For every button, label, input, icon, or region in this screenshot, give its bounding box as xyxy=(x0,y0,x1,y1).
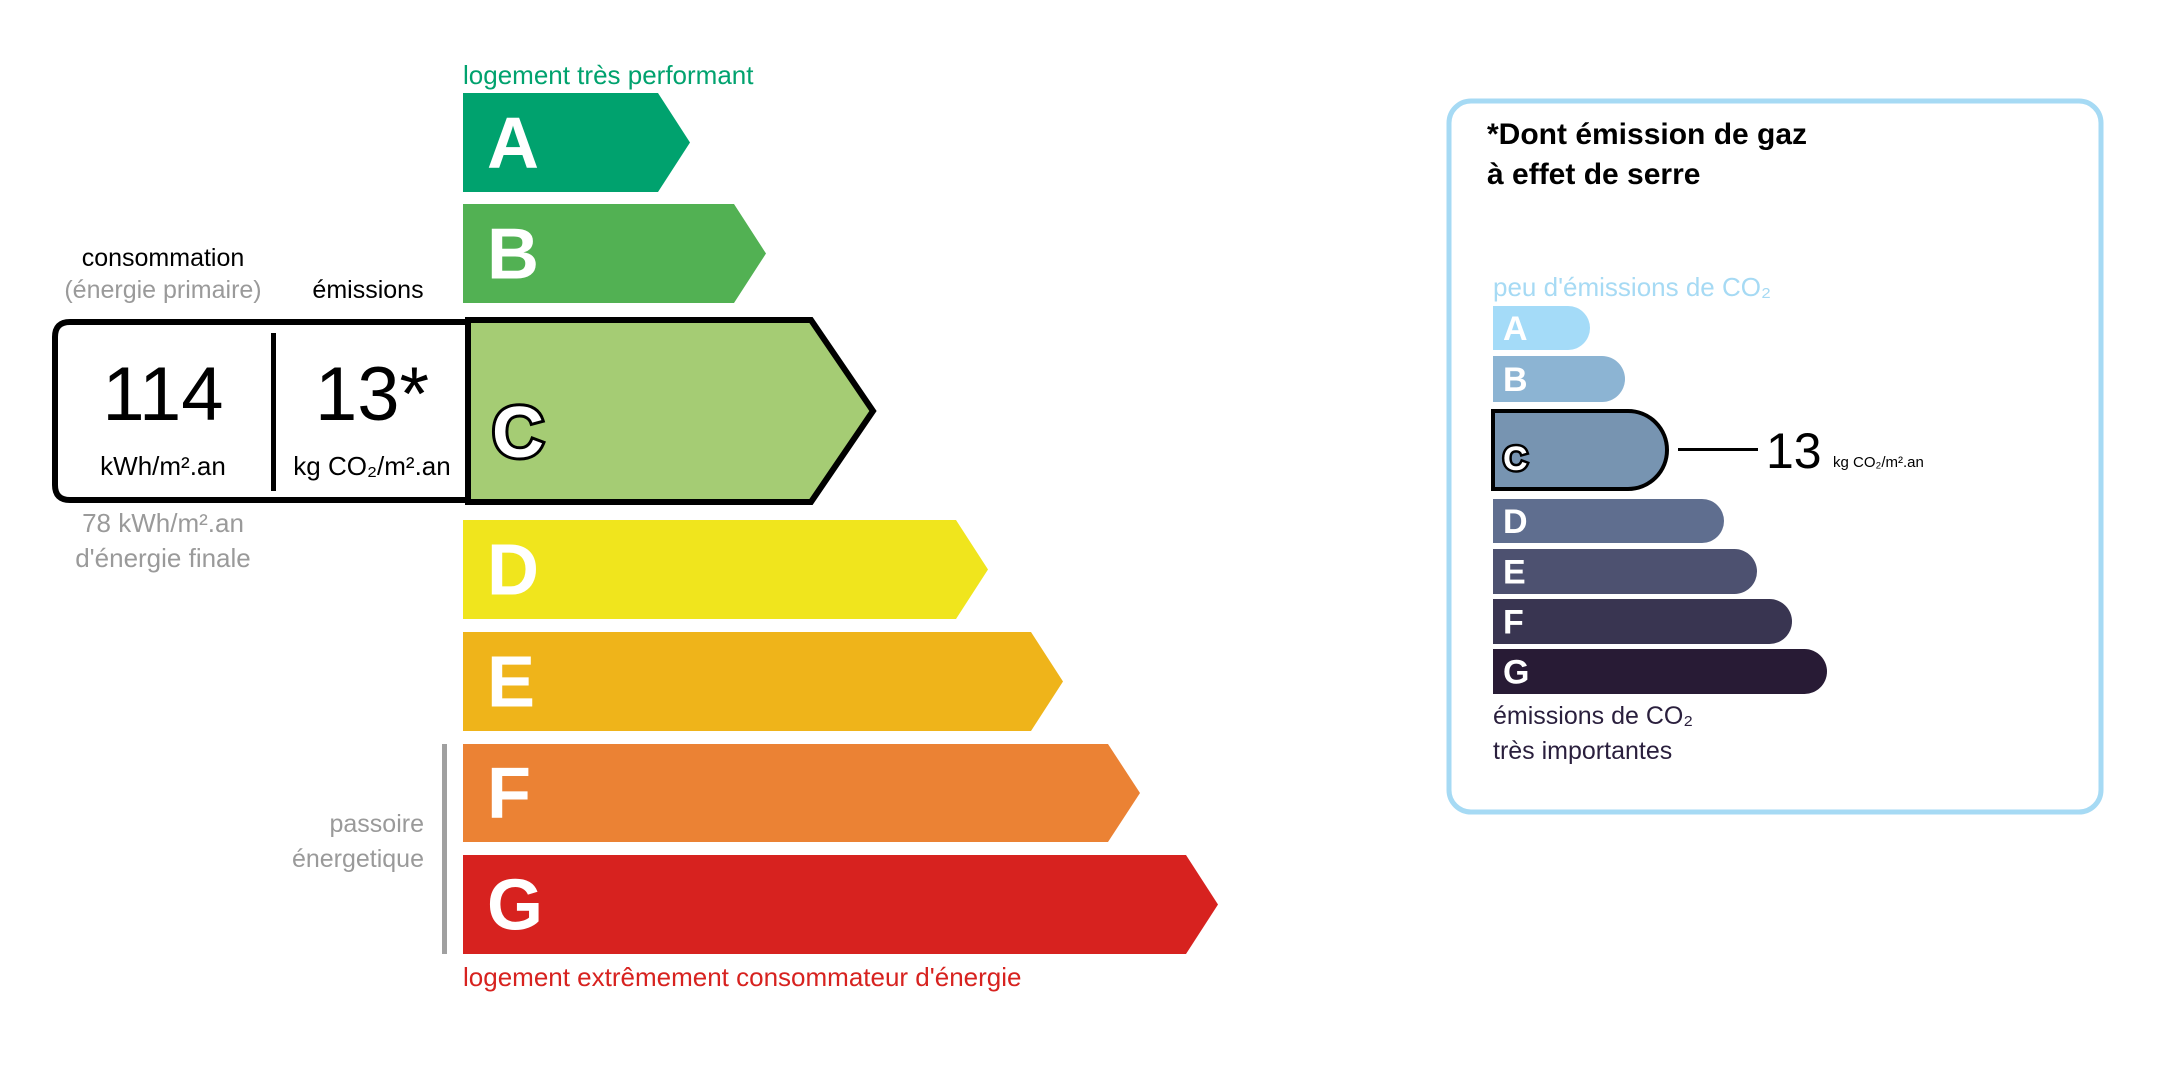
passoire-label-1: passoire xyxy=(330,810,425,838)
ges-bar xyxy=(1493,306,1590,350)
ges-class-letter: F xyxy=(1503,604,1524,642)
consumption-subheader: (énergie primaire) xyxy=(64,276,261,304)
energy-class-b: B xyxy=(463,204,766,303)
ges-title-2: à effet de serre xyxy=(1487,158,1700,191)
energy-class-g: G xyxy=(463,855,1218,954)
ges-bar xyxy=(1491,409,1669,491)
ges-title-1: *Dont émission de gaz xyxy=(1487,118,1807,151)
ges-bar xyxy=(1493,499,1724,543)
energy-class-letter: C xyxy=(492,393,544,473)
energy-class-letter: E xyxy=(487,643,535,723)
energy-class-a: A xyxy=(463,93,690,192)
ges-class-d: D xyxy=(1493,499,1724,543)
emissions-unit: kg CO₂/m².an xyxy=(293,451,450,481)
energy-bar xyxy=(463,744,1140,842)
energy-class-f: F xyxy=(463,744,1140,842)
ges-class-letter: G xyxy=(1503,654,1529,692)
value-box xyxy=(52,319,471,503)
final-energy-label: d'énergie finale xyxy=(75,543,251,573)
passoire-label-2: énergetique xyxy=(292,845,424,873)
ges-class-g: G xyxy=(1493,649,1828,694)
ges-class-letter: E xyxy=(1503,554,1526,592)
energy-class-e: E xyxy=(463,632,1063,731)
ges-class-f: F xyxy=(1493,599,1793,644)
energy-class-letter: G xyxy=(487,866,543,946)
ges-class-e: E xyxy=(1493,549,1757,594)
ges-class-letter: C xyxy=(1503,440,1528,478)
energy-bar xyxy=(463,855,1218,954)
ges-bottom-label-1: émissions de CO₂ xyxy=(1493,702,1693,730)
consumption-header: consommation xyxy=(82,244,245,272)
emissions-header: émissions xyxy=(312,276,423,304)
energy-class-letter: F xyxy=(487,754,531,834)
ges-top-label: peu d'émissions de CO₂ xyxy=(1493,272,1771,302)
ges-bar xyxy=(1493,649,1828,694)
energy-class-c: C xyxy=(465,317,877,505)
value-divider xyxy=(271,333,276,491)
energy-class-letter: A xyxy=(487,104,539,184)
final-energy-value: 78 kWh/m².an xyxy=(82,508,244,538)
ges-class-letter: B xyxy=(1503,361,1528,399)
ges-class-b: B xyxy=(1493,356,1625,402)
energy-class-letter: B xyxy=(487,215,539,295)
ges-class-letter: A xyxy=(1503,310,1528,348)
ges-bottom-label-2: très importantes xyxy=(1493,737,1672,765)
ges-value: 13 xyxy=(1766,423,1822,479)
energy-top-label: logement très performant xyxy=(463,60,754,90)
consumption-unit: kWh/m².an xyxy=(100,451,226,481)
ges-bar xyxy=(1493,599,1793,644)
ges-bar xyxy=(1493,549,1757,594)
energy-bar xyxy=(463,93,690,192)
ges-class-letter: D xyxy=(1503,503,1528,541)
energy-bar xyxy=(463,520,988,619)
energy-class-d: D xyxy=(463,520,988,619)
energy-class-letter: D xyxy=(487,531,539,611)
ges-class-a: A xyxy=(1493,306,1590,350)
ges-unit: kg CO₂/m².an xyxy=(1833,454,1924,471)
ges-bar xyxy=(1493,356,1625,402)
emissions-value: 13* xyxy=(315,352,429,437)
energy-bar xyxy=(463,632,1063,731)
energy-bar xyxy=(463,204,766,303)
consumption-value: 114 xyxy=(102,352,223,437)
passoire-bracket xyxy=(442,744,447,954)
ges-class-c: C xyxy=(1491,409,1669,491)
energy-bottom-label: logement extrêmement consommateur d'éner… xyxy=(463,962,1021,992)
ges-pointer-line xyxy=(1678,448,1758,451)
